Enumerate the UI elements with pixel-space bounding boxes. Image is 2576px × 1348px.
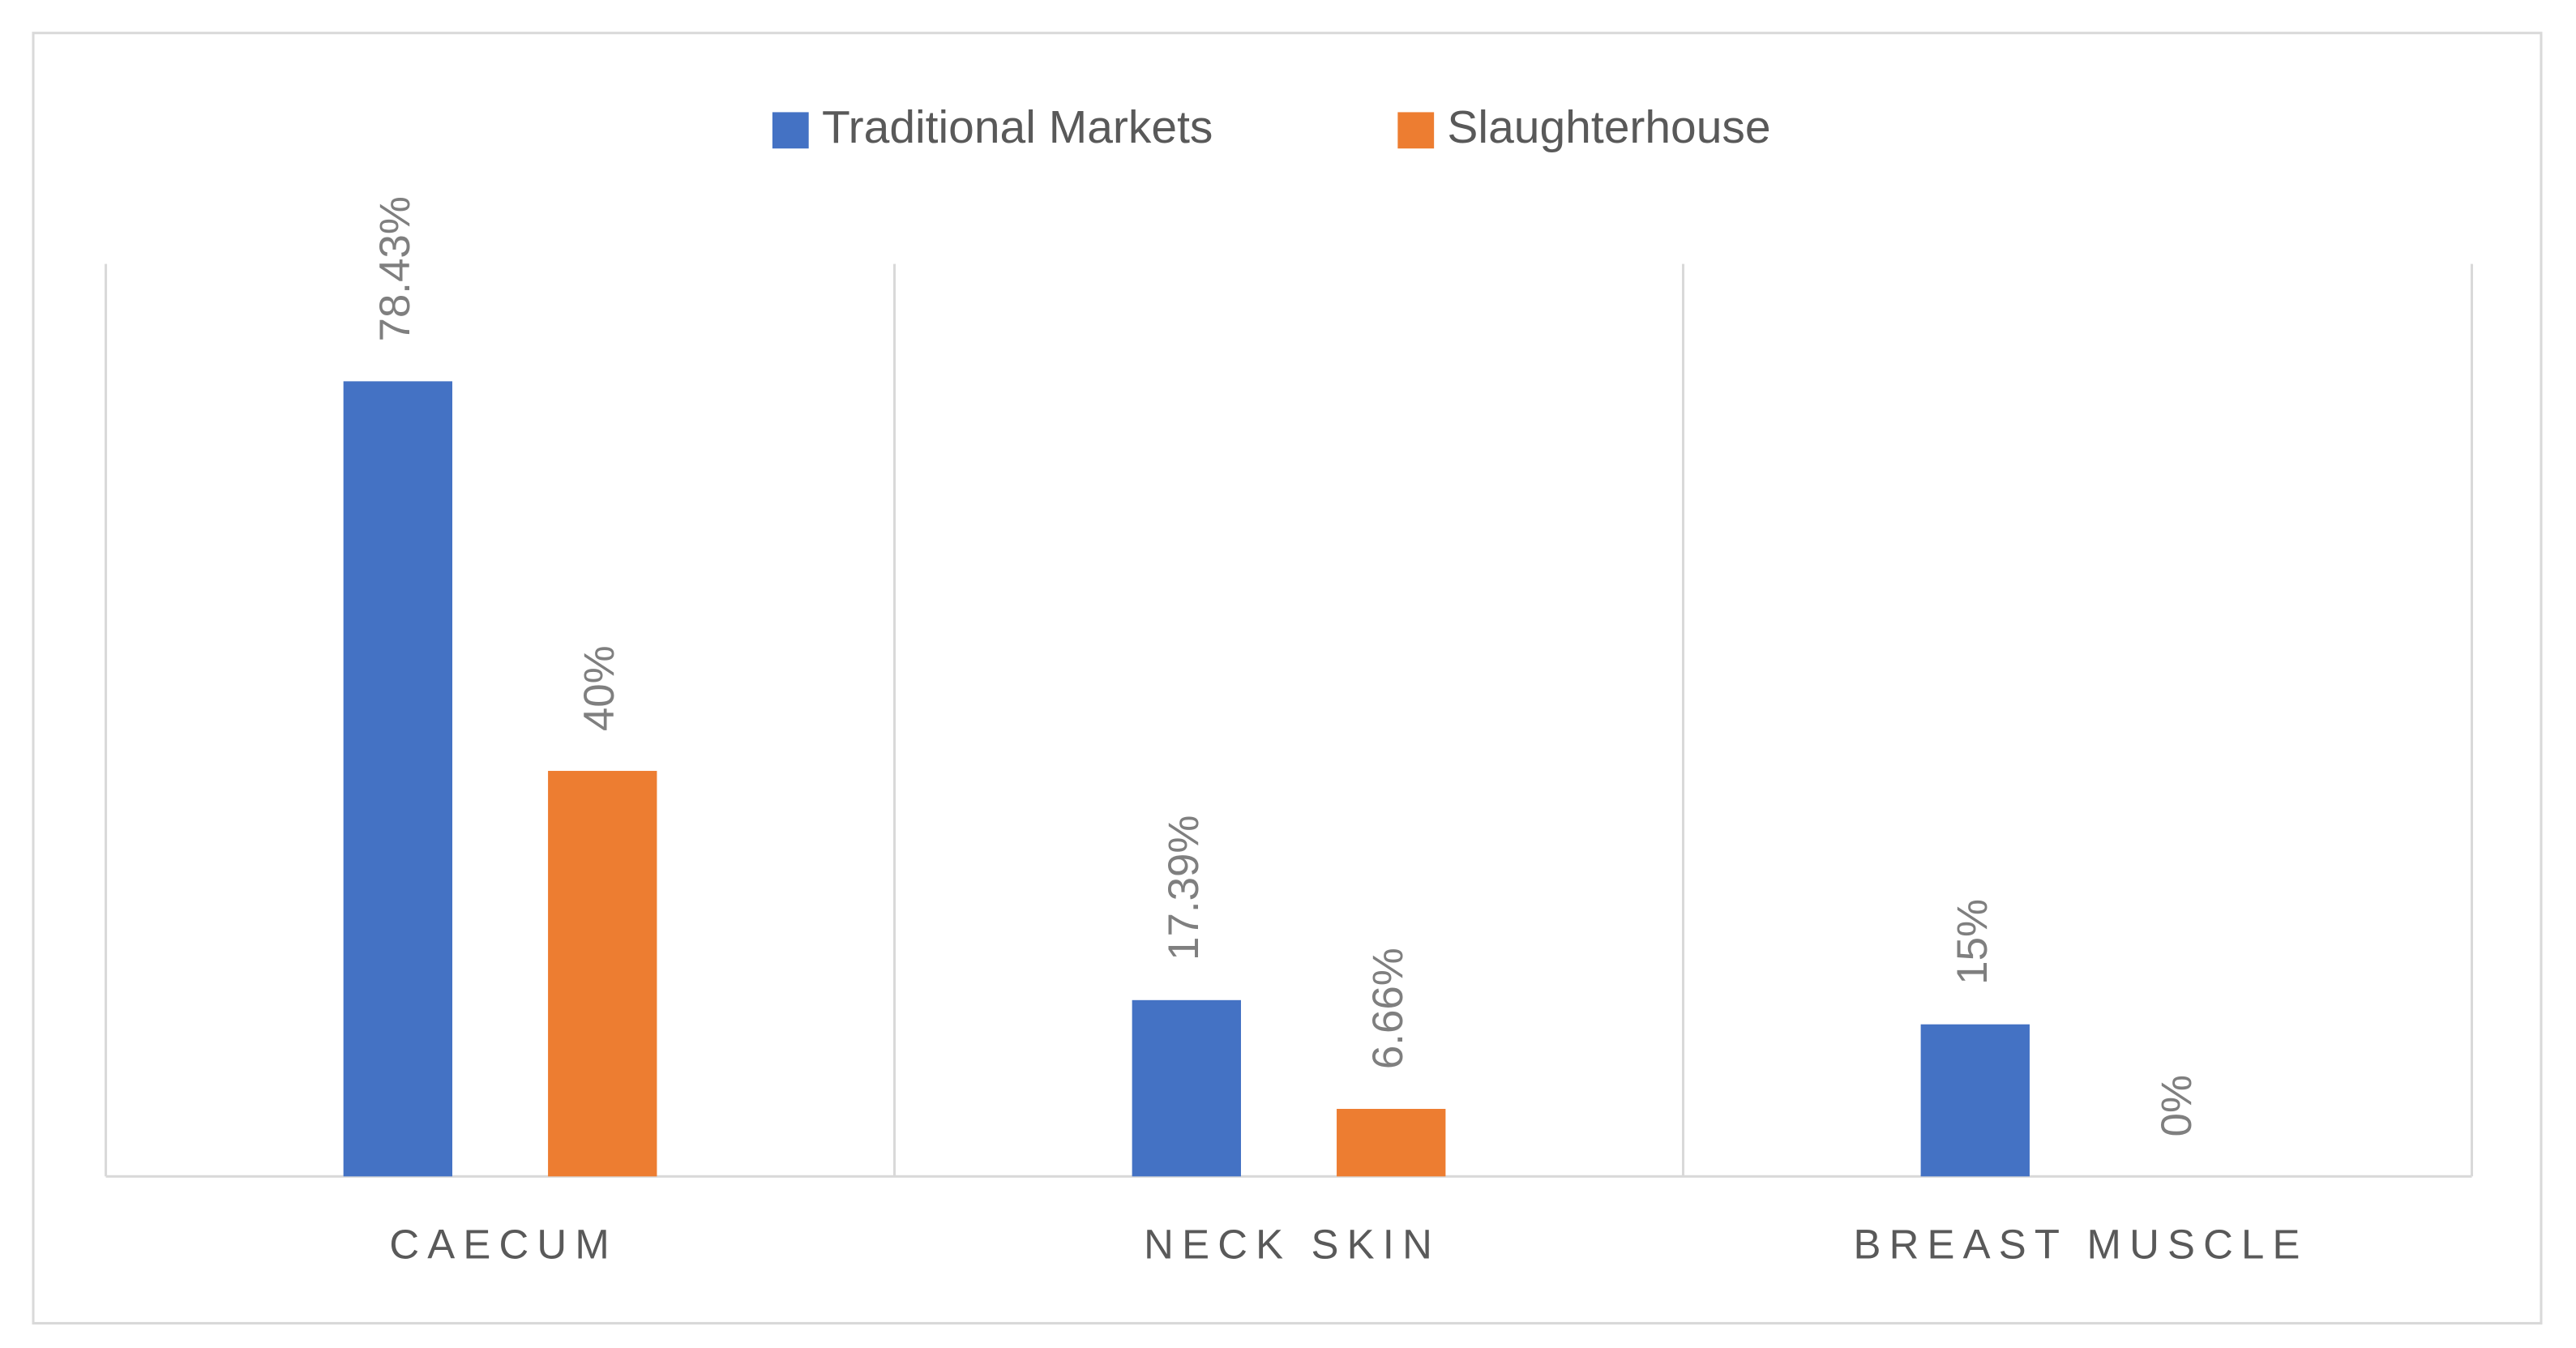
data-label: 17.39% — [1160, 815, 1208, 961]
x-tick-label: BREAST MUSCLE — [1854, 1221, 2309, 1267]
x-tick-label: NECK SKIN — [1144, 1221, 1440, 1267]
data-label: 0% — [2153, 1075, 2201, 1136]
data-label: 6.66% — [1364, 948, 1412, 1069]
bar — [1337, 1109, 1446, 1177]
legend-swatch — [1397, 112, 1435, 149]
legend-label: Slaughterhouse — [1447, 101, 1770, 153]
data-label: 40% — [576, 645, 623, 731]
x-tick-label: CAECUM — [389, 1221, 618, 1267]
data-label: 15% — [1949, 899, 1996, 985]
bar — [1920, 1024, 2030, 1177]
legend-label: Traditional Markets — [822, 101, 1213, 153]
legend-swatch — [772, 112, 809, 149]
data-label: 78.43% — [371, 196, 419, 341]
bar — [343, 381, 453, 1177]
bar — [1132, 999, 1241, 1177]
bar — [548, 771, 657, 1177]
